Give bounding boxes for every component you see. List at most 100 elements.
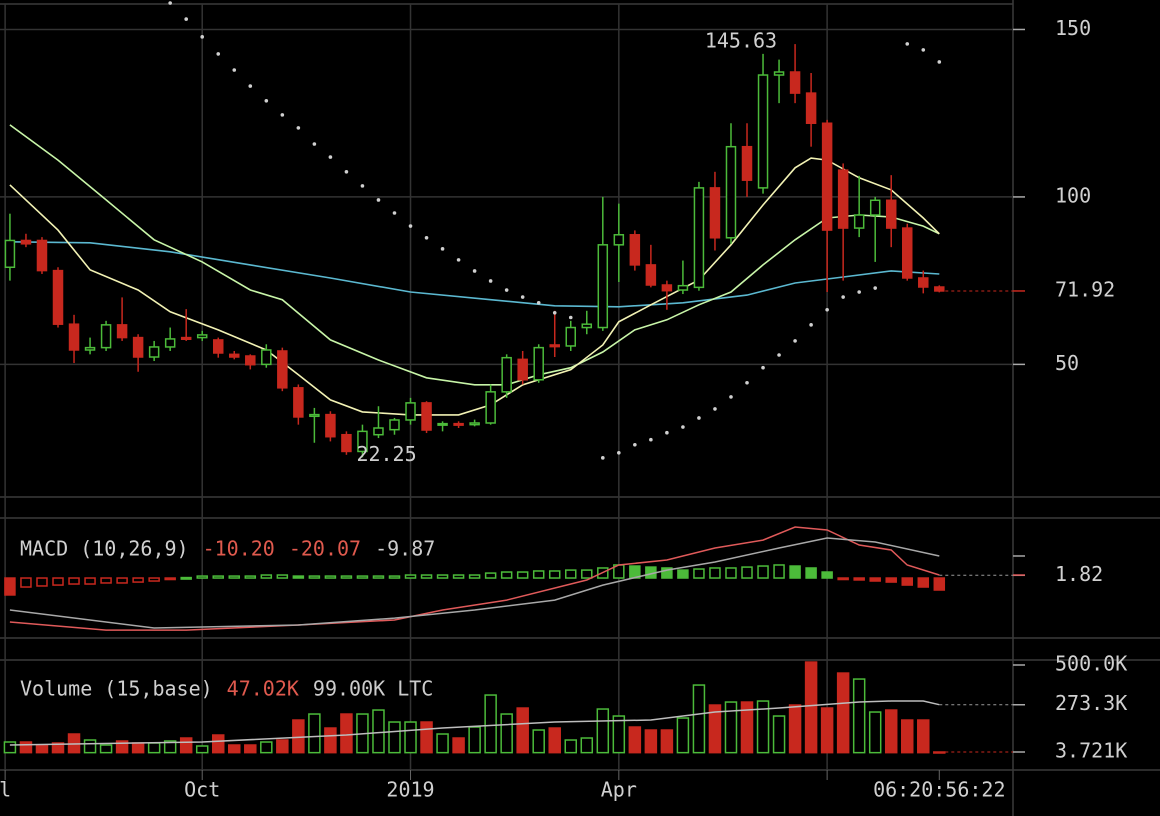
histogram-bar	[132, 577, 144, 583]
histogram-bar	[308, 575, 321, 579]
histogram-bar	[100, 577, 112, 584]
candle-body	[837, 169, 849, 229]
volume-bar	[99, 744, 113, 754]
sar-dot	[729, 395, 733, 399]
sar-dot	[408, 224, 413, 228]
volume-bar	[724, 701, 738, 754]
histogram-bar	[68, 577, 80, 585]
histogram-bar	[741, 566, 753, 579]
histogram-bar	[677, 569, 689, 579]
last-price-label: 71.92	[1055, 277, 1115, 301]
volume-bar	[292, 719, 305, 754]
axes: l Oct 2019 Apr 06:20:56:22 50 100 150 145.63 22.2…	[0, 16, 1127, 802]
sar-dot	[216, 52, 221, 56]
volume-bar	[500, 713, 513, 754]
histogram-bar	[196, 575, 208, 579]
histogram-bar	[292, 575, 305, 579]
indicator-readout: 99.00K LTC	[313, 677, 433, 701]
sar-dot	[200, 35, 205, 39]
sar-dot	[424, 235, 429, 240]
histogram-bar	[276, 574, 289, 579]
candle-body	[885, 199, 897, 229]
volume-bar	[756, 700, 770, 754]
candle-body	[148, 346, 160, 358]
histogram-bar	[532, 570, 545, 579]
volume-bar	[260, 741, 273, 754]
sar-dot	[376, 198, 381, 202]
volume-bar	[51, 742, 65, 754]
candle-body	[645, 264, 657, 286]
y-tick-label: 3.721K	[1055, 738, 1127, 762]
indicator-readout: -20.07	[289, 537, 361, 561]
histogram-bar	[372, 575, 385, 579]
histogram-bar	[757, 565, 769, 579]
volume-bar	[772, 715, 786, 754]
sar-dot	[520, 295, 525, 299]
indicator-readout: 47.02K	[227, 677, 299, 701]
candle-body	[261, 349, 272, 366]
histogram-bar	[36, 577, 48, 587]
candle-body	[533, 346, 544, 381]
candle-body	[805, 92, 817, 124]
candle-body	[693, 187, 705, 289]
candle-body	[757, 74, 769, 189]
candle-body	[501, 356, 512, 393]
volume-bar	[163, 740, 177, 754]
histogram-bar	[164, 577, 176, 581]
sar-dot	[280, 113, 285, 117]
volume-bar	[276, 739, 289, 754]
sar-dot	[633, 442, 637, 447]
volume-bar	[692, 684, 706, 754]
sar-dot	[264, 99, 269, 103]
candle-body	[709, 187, 721, 239]
histogram-bar	[885, 577, 897, 583]
candle-body	[325, 413, 336, 438]
candle-body	[212, 339, 224, 354]
candle-body	[229, 353, 240, 358]
histogram-bar	[180, 576, 192, 580]
volume-bar	[820, 707, 834, 754]
sar-dot	[825, 307, 829, 312]
sar-dot	[857, 290, 861, 294]
candle-body	[629, 234, 641, 266]
sar-dot	[552, 311, 557, 315]
candle-body	[309, 413, 320, 418]
x-tick-label: l	[0, 778, 11, 802]
candle-body	[741, 145, 753, 181]
candle-body	[901, 227, 913, 279]
histogram-bar	[821, 571, 833, 579]
candle-body	[405, 402, 416, 421]
candle-body	[164, 338, 176, 348]
volume-bar	[3, 741, 17, 754]
candle-body	[84, 346, 96, 351]
volume-bar	[788, 704, 802, 754]
sar-dot	[248, 84, 253, 88]
indicator-title: Volume (15,base)	[20, 677, 213, 701]
y-tick-label: 150	[1055, 16, 1091, 40]
volume-bar	[340, 713, 353, 754]
volume-bar	[420, 721, 433, 754]
sar-dot	[568, 315, 573, 320]
candle-body	[853, 214, 865, 229]
histogram-bar	[452, 574, 465, 579]
histogram-bar	[228, 575, 241, 579]
candle-body	[132, 336, 144, 358]
candle-body	[421, 402, 432, 431]
sar-dot	[713, 407, 717, 411]
histogram-bar	[404, 574, 417, 579]
candle-body	[373, 427, 384, 436]
histogram-bar	[789, 565, 801, 579]
histogram-bar	[773, 564, 785, 579]
candle-body	[469, 422, 480, 426]
sar-dot	[665, 430, 669, 435]
histogram-bar	[260, 574, 273, 579]
histogram-bar	[116, 577, 128, 584]
high-label: 145.63	[705, 29, 777, 53]
candle-body	[68, 323, 80, 351]
volume-bar	[612, 715, 626, 754]
histogram-bar	[468, 574, 481, 579]
candle-body	[52, 269, 64, 325]
sar-dot	[793, 339, 797, 343]
